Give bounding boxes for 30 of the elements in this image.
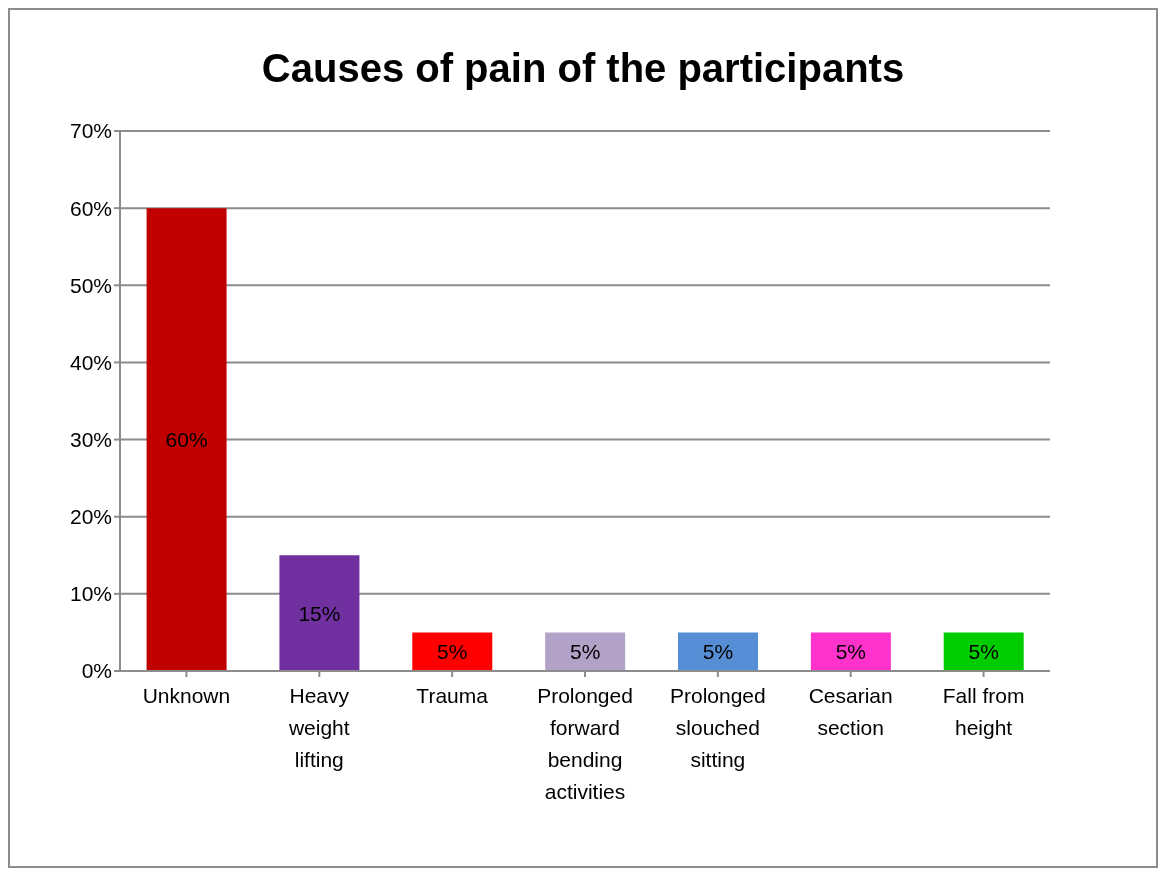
x-tick-label: Prolonged slouched sitting [669,684,766,771]
data-label: 5% [569,640,601,664]
bar [279,555,360,671]
y-tick-label: 70% [69,119,112,143]
x-tick-label: Cesarian section [808,684,893,739]
x-tick-label: Heavy weight lifting [287,684,350,771]
y-tick-label: 40% [69,350,112,374]
chart-title: Causes of pain of the participants [260,45,906,91]
x-tick-label: Unknown [142,684,231,707]
data-label: 5% [968,640,999,664]
y-tick-label: 0% [81,659,112,683]
x-tick-label: Fall from height [942,684,1025,739]
bar [412,632,493,671]
y-tick-label: 50% [69,273,112,297]
y-tick-label: 30% [69,428,112,452]
y-tick-label: 20% [69,505,112,529]
data-label: 15% [298,601,341,625]
data-label: 5% [702,640,734,664]
bar [146,208,227,671]
bar [678,632,758,671]
bar [810,632,891,671]
data-label: 5% [835,640,867,664]
bar [943,632,1024,671]
data-label: 5% [437,640,468,664]
y-tick-label: 60% [69,196,112,220]
bar [545,632,626,671]
data-label: 60% [165,428,208,452]
x-tick-label: Trauma [416,684,489,707]
y-tick-label: 10% [69,582,112,606]
x-tick-label: Prolonged forward bending activities [537,684,633,803]
